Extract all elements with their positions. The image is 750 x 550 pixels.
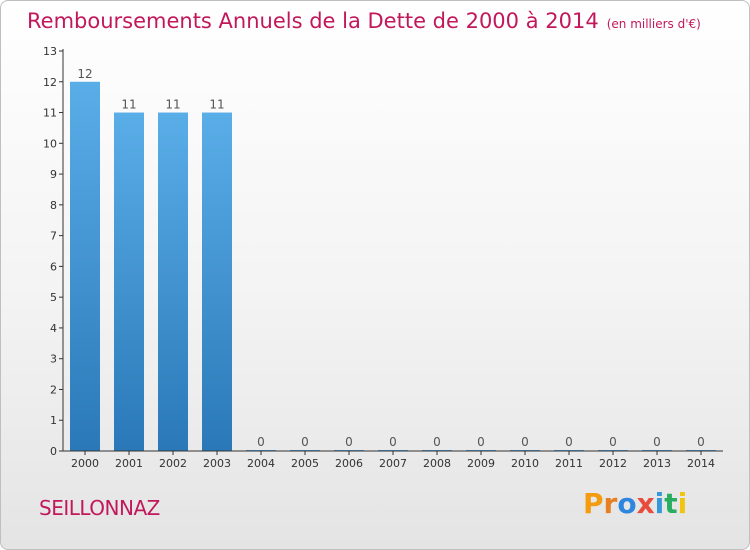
y-tick-label-7: 7: [50, 230, 57, 243]
x-tick-label-2004: 2004: [247, 457, 275, 470]
x-tick-label-2008: 2008: [423, 457, 451, 470]
x-tick-label-2001: 2001: [115, 457, 143, 470]
data-label-2012: 0: [609, 435, 617, 449]
brand-letter: r: [603, 487, 618, 520]
x-tick-label-2003: 2003: [203, 457, 231, 470]
x-tick-label-2011: 2011: [555, 457, 583, 470]
data-label-2013: 0: [653, 435, 661, 449]
x-tick-label-2000: 2000: [71, 457, 99, 470]
data-label-2004: 0: [257, 435, 265, 449]
brand-letter: t: [664, 487, 678, 520]
data-label-2002: 11: [165, 98, 180, 112]
x-tick-label-2002: 2002: [159, 457, 187, 470]
data-label-2006: 0: [345, 435, 353, 449]
axes-group: 2000 2001 2002 2003 2004 2005 2006 2007 2008 2009…: [43, 45, 723, 470]
y-tick-label-11: 11: [43, 107, 57, 120]
x-tick-label-2007: 2007: [379, 457, 407, 470]
brand-letter: i: [654, 487, 665, 520]
brand-letter: P: [583, 487, 604, 520]
chart-title-text: Remboursements Annuels de la Dette de 20…: [27, 9, 599, 33]
data-label-2003: 11: [209, 98, 224, 112]
data-label-2000: 12: [77, 67, 92, 81]
x-tick-label-2010: 2010: [511, 457, 539, 470]
data-label-2008: 0: [433, 435, 441, 449]
y-tick-label-10: 10: [43, 137, 57, 150]
y-tick-label-4: 4: [50, 322, 57, 335]
bars-group: 12 11 11 11 0 0 0 0 0 0 0 0 0 0 0: [70, 67, 716, 452]
data-label-2009: 0: [477, 435, 485, 449]
data-label-2010: 0: [521, 435, 529, 449]
place-name: SEILLONNAZ: [39, 496, 160, 520]
data-label-2011: 0: [565, 435, 573, 449]
y-tick-label-12: 12: [43, 76, 57, 89]
brand-letter: x: [636, 487, 655, 520]
x-tick-label-2013: 2013: [643, 457, 671, 470]
chart-title: Remboursements Annuels de la Dette de 20…: [27, 9, 701, 33]
data-label-2007: 0: [389, 435, 397, 449]
brand-letter: o: [617, 487, 637, 520]
y-tick-label-3: 3: [50, 353, 57, 366]
y-tick-label-6: 6: [50, 260, 57, 273]
y-tick-label-13: 13: [43, 45, 57, 58]
brand-letter: i: [677, 487, 688, 520]
y-tick-label-9: 9: [50, 168, 57, 181]
chart-subtitle: (en milliers d'€): [606, 17, 701, 31]
x-tick-label-2009: 2009: [467, 457, 495, 470]
y-tick-label-1: 1: [50, 414, 57, 427]
y-tick-label-2: 2: [50, 383, 57, 396]
bar-2002: [158, 112, 188, 452]
bar-2003: [202, 112, 232, 452]
x-tick-label-2005: 2005: [291, 457, 319, 470]
bar-2001: [114, 112, 144, 452]
brand-logo: Proxiti: [583, 487, 687, 520]
data-label-2001: 11: [121, 98, 136, 112]
y-tick-label-0: 0: [50, 445, 57, 458]
x-tick-label-2012: 2012: [599, 457, 627, 470]
y-tick-label-8: 8: [50, 199, 57, 212]
data-label-2014: 0: [697, 435, 705, 449]
x-tick-label-2006: 2006: [335, 457, 363, 470]
y-tick-label-5: 5: [50, 291, 57, 304]
x-tick-label-2014: 2014: [687, 457, 715, 470]
bar-2000: [70, 81, 100, 452]
data-label-2005: 0: [301, 435, 309, 449]
